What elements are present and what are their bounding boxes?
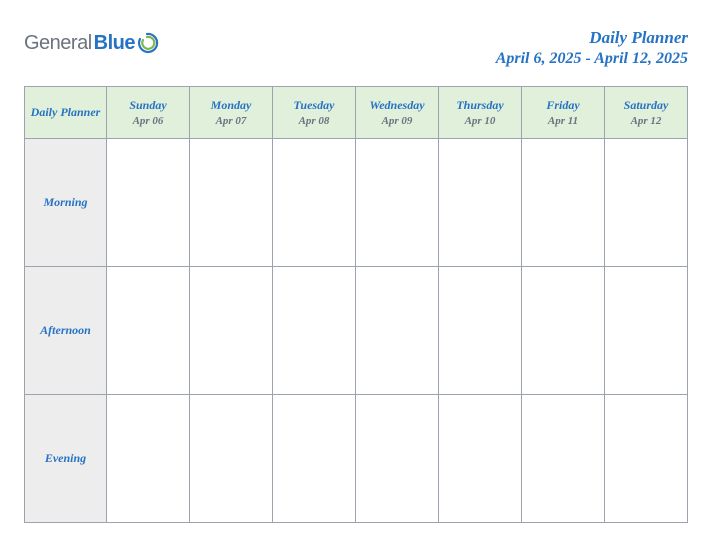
slot-cell[interactable] xyxy=(107,267,190,395)
day-header-mon: Monday Apr 07 xyxy=(190,87,273,139)
table-row-afternoon: Afternoon xyxy=(25,267,688,395)
slot-cell[interactable] xyxy=(439,395,522,523)
slot-cell[interactable] xyxy=(522,139,605,267)
corner-label: Daily Planner xyxy=(25,105,106,121)
day-date: Apr 06 xyxy=(109,115,187,127)
day-name: Wednesday xyxy=(358,98,436,113)
slot-cell[interactable] xyxy=(439,267,522,395)
day-header-sun: Sunday Apr 06 xyxy=(107,87,190,139)
period-header-afternoon: Afternoon xyxy=(25,267,107,395)
slot-cell[interactable] xyxy=(107,139,190,267)
day-header-fri: Friday Apr 11 xyxy=(522,87,605,139)
planner-table: Daily Planner Sunday Apr 06 Monday Apr 0… xyxy=(24,86,688,523)
slot-cell[interactable] xyxy=(356,267,439,395)
table-row-morning: Morning xyxy=(25,139,688,267)
page-date-range: April 6, 2025 - April 12, 2025 xyxy=(496,50,688,68)
header-row: Daily Planner Sunday Apr 06 Monday Apr 0… xyxy=(25,87,688,139)
day-date: Apr 07 xyxy=(192,115,270,127)
title-block: Daily Planner April 6, 2025 - April 12, … xyxy=(496,28,688,68)
slot-cell[interactable] xyxy=(356,395,439,523)
period-header-evening: Evening xyxy=(25,395,107,523)
page-title: Daily Planner xyxy=(496,28,688,48)
day-header-wed: Wednesday Apr 09 xyxy=(356,87,439,139)
period-header-morning: Morning xyxy=(25,139,107,267)
slot-cell[interactable] xyxy=(273,139,356,267)
logo-blue-text: Blue xyxy=(94,32,135,55)
slot-cell[interactable] xyxy=(273,267,356,395)
slot-cell[interactable] xyxy=(273,395,356,523)
corner-cell: Daily Planner xyxy=(25,87,107,139)
day-header-thu: Thursday Apr 10 xyxy=(439,87,522,139)
day-name: Saturday xyxy=(607,98,685,113)
day-name: Tuesday xyxy=(275,98,353,113)
slot-cell[interactable] xyxy=(522,395,605,523)
logo-general-text: General xyxy=(24,32,92,55)
day-header-tue: Tuesday Apr 08 xyxy=(273,87,356,139)
period-label: Afternoon xyxy=(25,323,106,338)
day-name: Sunday xyxy=(109,98,187,113)
slot-cell[interactable] xyxy=(605,395,688,523)
slot-cell[interactable] xyxy=(605,267,688,395)
slot-cell[interactable] xyxy=(190,139,273,267)
day-date: Apr 10 xyxy=(441,115,519,127)
day-date: Apr 09 xyxy=(358,115,436,127)
slot-cell[interactable] xyxy=(439,139,522,267)
day-name: Friday xyxy=(524,98,602,113)
day-date: Apr 11 xyxy=(524,115,602,127)
day-date: Apr 12 xyxy=(607,115,685,127)
day-header-sat: Saturday Apr 12 xyxy=(605,87,688,139)
period-label: Evening xyxy=(25,451,106,466)
slot-cell[interactable] xyxy=(190,395,273,523)
logo: GeneralBlue xyxy=(24,32,159,55)
day-name: Monday xyxy=(192,98,270,113)
slot-cell[interactable] xyxy=(107,395,190,523)
slot-cell[interactable] xyxy=(190,267,273,395)
day-date: Apr 08 xyxy=(275,115,353,127)
logo-swirl-icon xyxy=(135,31,159,55)
table-row-evening: Evening xyxy=(25,395,688,523)
slot-cell[interactable] xyxy=(356,139,439,267)
slot-cell[interactable] xyxy=(522,267,605,395)
day-name: Thursday xyxy=(441,98,519,113)
period-label: Morning xyxy=(25,195,106,210)
slot-cell[interactable] xyxy=(605,139,688,267)
header-row: GeneralBlue Daily Planner April 6, 2025 … xyxy=(24,28,688,68)
